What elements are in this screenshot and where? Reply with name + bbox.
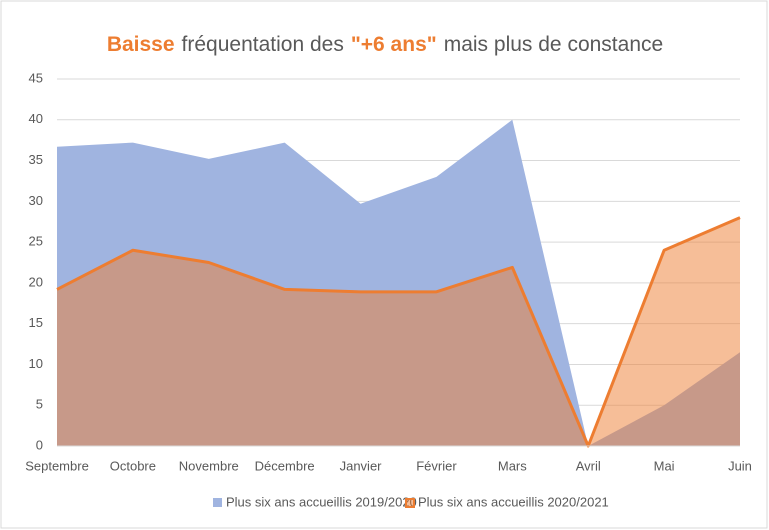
y-tick-label: 35 (29, 152, 43, 167)
title-part: fréquentation des (182, 33, 344, 56)
legend-label: Plus six ans accueillis 2020/2021 (418, 494, 609, 509)
area-outline (56, 216, 741, 448)
y-tick-label: 10 (29, 356, 43, 371)
legend-label: Plus six ans accueillis 2019/2020 (226, 494, 417, 509)
x-tick-label: Janvier (340, 458, 383, 473)
y-tick-label: 25 (29, 234, 43, 249)
title-part: Baisse (107, 33, 175, 56)
y-tick-label: 45 (29, 70, 43, 85)
x-tick-label: Mars (498, 458, 527, 473)
y-tick-label: 40 (29, 111, 43, 126)
x-tick-label: Septembre (25, 458, 89, 473)
x-tick-label: Juin (728, 458, 752, 473)
title-part: "+6 ans" (351, 33, 437, 56)
x-tick-label: Décembre (255, 458, 315, 473)
y-tick-label: 0 (36, 437, 43, 452)
area (57, 217, 740, 446)
y-tick-label: 15 (29, 315, 43, 330)
chart-title: Baisse fréquentation des "+6 ans" mais plus… (107, 33, 663, 56)
y-tick-label: 5 (36, 397, 43, 412)
x-tick-label: Novembre (179, 458, 239, 473)
legend-swatch (213, 498, 222, 507)
x-tick-label: Octobre (110, 458, 156, 473)
x-tick-label: Avril (576, 458, 601, 473)
y-tick-label: 30 (29, 193, 43, 208)
x-tick-label: Février (416, 458, 457, 473)
legend-swatch (405, 498, 415, 508)
y-tick-label: 20 (29, 274, 43, 289)
title-part: mais plus de constance (444, 33, 663, 56)
x-tick-label: Mai (654, 458, 675, 473)
